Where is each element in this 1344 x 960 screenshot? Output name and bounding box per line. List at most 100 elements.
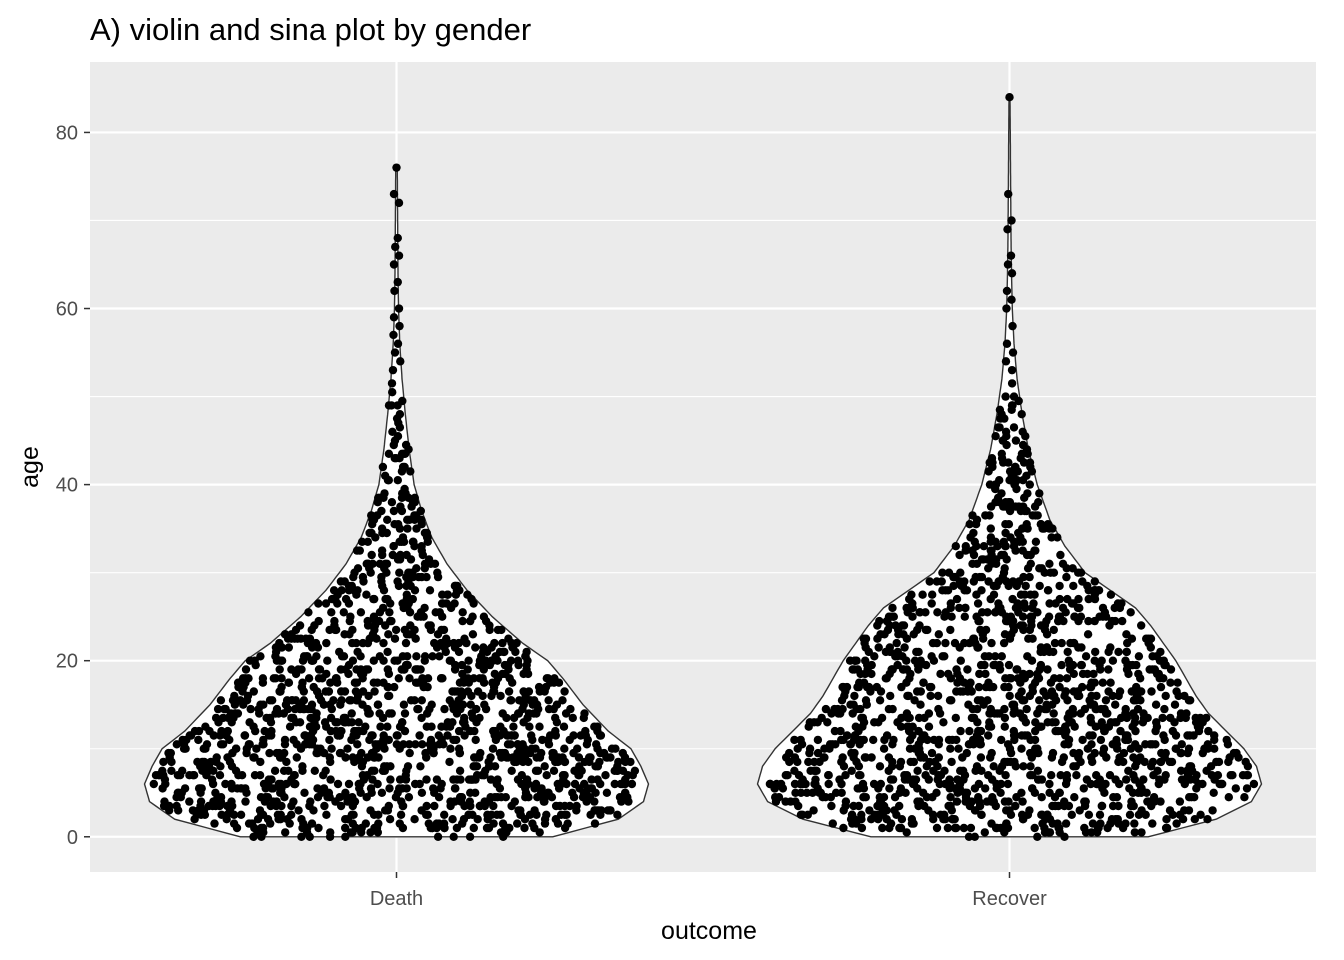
sina-point <box>1102 753 1111 762</box>
sina-point <box>558 696 567 705</box>
sina-point <box>335 793 344 802</box>
sina-point <box>378 713 388 723</box>
sina-point <box>167 766 176 775</box>
sina-point <box>208 779 218 789</box>
sina-point <box>520 815 530 824</box>
sina-point <box>1177 740 1187 749</box>
sina-point <box>310 766 319 775</box>
sina-point <box>420 656 429 665</box>
sina-point <box>509 722 518 731</box>
sina-point <box>837 735 846 745</box>
sina-point <box>1018 524 1027 533</box>
sina-point <box>1001 357 1011 366</box>
sina-point <box>532 810 541 819</box>
sina-point <box>250 771 260 780</box>
sina-point <box>1121 819 1130 828</box>
sina-point <box>1057 726 1067 736</box>
sina-point <box>1031 511 1040 520</box>
sina-point <box>1091 704 1100 714</box>
sina-point <box>298 762 307 771</box>
sina-point <box>307 656 316 665</box>
sina-point <box>618 779 627 789</box>
sina-point <box>1064 713 1073 723</box>
sina-point <box>1231 784 1241 793</box>
sina-point <box>359 577 368 586</box>
sina-point <box>246 704 255 714</box>
sina-point <box>981 669 990 679</box>
sina-point <box>904 726 914 736</box>
sina-point <box>401 440 411 450</box>
sina-point <box>1057 660 1066 670</box>
sina-point <box>1047 771 1056 780</box>
sina-point <box>159 757 168 767</box>
sina-point <box>846 740 855 749</box>
sina-point <box>404 793 414 802</box>
sina-point <box>961 603 970 613</box>
sina-point <box>393 476 402 485</box>
sina-point <box>565 801 574 811</box>
sina-point <box>1047 753 1057 762</box>
sina-point <box>1084 616 1093 626</box>
sina-point <box>1031 537 1041 546</box>
sina-point <box>961 793 971 802</box>
sina-point <box>353 740 362 749</box>
sina-point <box>805 748 814 758</box>
sina-point <box>190 815 199 824</box>
sina-point <box>486 753 495 762</box>
sina-point <box>926 691 935 701</box>
sina-point <box>1073 691 1082 701</box>
sina-point <box>996 788 1005 797</box>
sina-point <box>1022 471 1031 480</box>
sina-point <box>453 581 462 591</box>
sina-point <box>503 740 513 749</box>
sina-point <box>962 748 971 758</box>
sina-point <box>890 793 900 802</box>
sina-point <box>987 546 996 555</box>
sina-point <box>216 696 226 705</box>
sina-point <box>393 555 403 564</box>
sina-point <box>570 766 579 775</box>
sina-point <box>185 731 194 740</box>
sina-point <box>1011 546 1020 555</box>
sina-point <box>450 687 459 696</box>
sina-point <box>984 577 993 586</box>
sina-point <box>1090 678 1099 687</box>
sina-point <box>1160 704 1169 714</box>
sina-point <box>443 731 452 740</box>
sina-point <box>214 718 223 727</box>
sina-point <box>271 652 280 661</box>
sina-point <box>426 735 436 745</box>
sina-point <box>1137 687 1146 696</box>
sina-point <box>165 806 174 815</box>
sina-point <box>838 753 847 762</box>
sina-point <box>305 832 314 841</box>
sina-point <box>1048 801 1057 811</box>
sina-point <box>211 788 220 797</box>
sina-point <box>1084 810 1094 819</box>
sina-point <box>1081 652 1091 661</box>
sina-point <box>1009 709 1018 718</box>
sina-point <box>936 810 945 819</box>
sina-point <box>1030 735 1040 745</box>
sina-point <box>389 313 399 322</box>
sina-point <box>490 669 499 679</box>
sina-point <box>337 687 346 696</box>
sina-point <box>889 735 898 745</box>
x-tick-label: Death <box>370 888 423 910</box>
sina-point <box>1083 581 1092 591</box>
sina-point <box>524 779 533 789</box>
sina-point <box>391 625 401 635</box>
sina-point <box>336 577 346 586</box>
sina-point <box>946 603 955 613</box>
sina-point <box>1008 577 1018 586</box>
sina-point <box>417 572 426 582</box>
sina-point <box>544 696 553 705</box>
sina-point <box>916 656 925 665</box>
sina-point <box>1136 696 1145 705</box>
sina-point <box>383 682 393 692</box>
sina-point <box>1203 744 1213 753</box>
sina-point <box>1171 731 1181 740</box>
sina-point <box>537 784 546 793</box>
sina-point <box>366 568 375 577</box>
sina-point <box>399 700 409 709</box>
